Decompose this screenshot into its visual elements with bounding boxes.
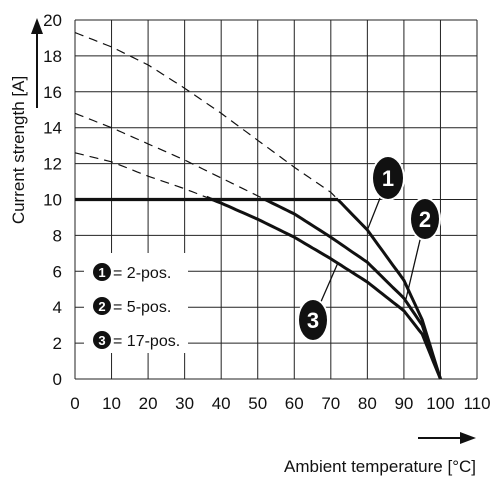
dashed-curve-2 [74,112,266,201]
callout-badge-3 [299,300,327,340]
x-tick-label: 80 [358,394,377,413]
callout-badge-2 [411,199,439,239]
derating-curve-2 [264,198,442,380]
y-tick-label: 16 [43,83,62,102]
dashed-curve-3 [74,152,207,198]
y-axis-label: Current strength [A] [9,76,28,224]
derating-curve-3 [206,195,442,380]
y-tick-label: 18 [43,47,62,66]
legend-marker-2 [93,297,111,315]
derating-curve-1 [337,198,442,380]
x-axis-label: Ambient temperature [°C] [284,457,476,476]
x-tick-label: 60 [285,394,304,413]
y-tick-label: 20 [43,11,62,30]
callout-badge-1 [373,157,403,199]
y-tick-label: 6 [53,262,62,281]
legend-entry-text: = 2-pos. [113,265,171,282]
x-axis-arrow [418,432,476,444]
legend-marker-number: 3 [98,333,105,348]
x-tick-label: 90 [394,394,413,413]
dashed-extension-lines [74,32,339,201]
x-tick-label: 30 [175,394,194,413]
y-tick-label: 14 [43,119,62,138]
legend-entry-text: = 5-pos. [113,299,171,316]
x-tick-label: 0 [70,394,79,413]
x-tick-label: 50 [248,394,267,413]
legend-entry-text: = 17-pos. [113,333,180,350]
y-tick-label: 4 [53,298,62,317]
x-tick-label: 20 [139,394,158,413]
tick-labels: 0 10 20 30 40 50 60 70 80 90 100 110024681012141618… [43,11,490,413]
x-tick-label: 110 [463,394,490,413]
callout-number: 1 [382,166,394,191]
legend: 1 = 2-pos. 2 = 5-pos. 3 = 17-pos. [84,253,188,353]
y-tick-label: 0 [53,370,62,389]
y-tick-label: 2 [53,334,62,353]
legend-marker-3 [93,331,111,349]
curve-callouts: 12 3 [297,155,441,342]
callout-number: 3 [307,308,319,333]
dashed-curve-1 [74,32,339,201]
y-tick-label: 8 [53,226,62,245]
legend-marker-1 [93,263,111,281]
derating-curves [75,195,442,380]
callout-number: 2 [419,207,431,232]
x-tick-label: 100 [426,394,454,413]
y-tick-label: 10 [43,191,62,210]
legend-marker-number: 2 [98,299,105,314]
x-tick-label: 10 [102,394,121,413]
y-tick-label: 12 [43,155,62,174]
x-tick-label: 40 [212,394,231,413]
x-tick-label: 70 [321,394,340,413]
y-axis-arrow [31,18,43,108]
legend-marker-number: 1 [98,265,105,280]
